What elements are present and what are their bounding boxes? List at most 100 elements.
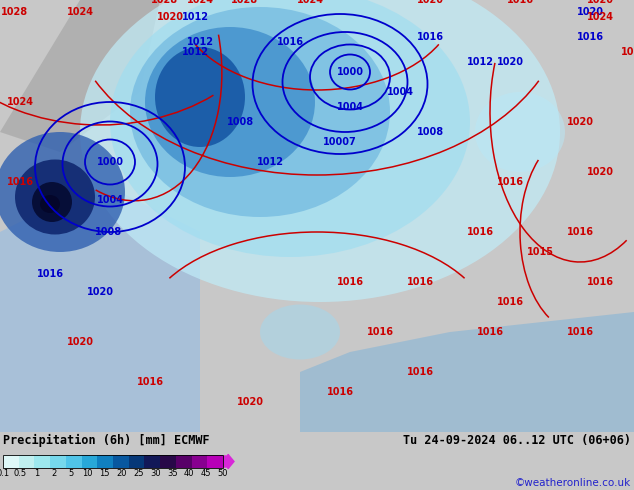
Text: 1012: 1012 (467, 57, 493, 67)
Text: 1016: 1016 (496, 297, 524, 307)
Text: 1024: 1024 (297, 0, 323, 5)
Text: 45: 45 (201, 469, 211, 478)
Bar (3, 455, 223, 468)
Ellipse shape (260, 304, 340, 360)
Text: 1016: 1016 (406, 367, 434, 377)
Text: 1016: 1016 (567, 327, 593, 337)
Text: 1016: 1016 (276, 37, 304, 47)
Text: 1008: 1008 (226, 117, 254, 127)
Text: 1012: 1012 (181, 12, 209, 22)
Text: 1024: 1024 (586, 12, 614, 22)
Text: 20: 20 (116, 469, 127, 478)
Text: 1020: 1020 (576, 7, 604, 17)
Text: 1016: 1016 (417, 32, 444, 42)
Ellipse shape (475, 92, 565, 172)
Text: 1016: 1016 (6, 177, 34, 187)
Text: 1016: 1016 (576, 32, 604, 42)
Bar (207, 455, 223, 468)
Bar (129, 455, 145, 468)
Text: 1: 1 (34, 469, 39, 478)
Text: 1020: 1020 (567, 117, 593, 127)
Bar (160, 455, 176, 468)
Text: 1016: 1016 (586, 277, 614, 287)
Text: Precipitation (6h) [mm] ECMWF: Precipitation (6h) [mm] ECMWF (3, 434, 210, 447)
Ellipse shape (32, 182, 72, 222)
Bar (82, 455, 97, 468)
Text: 15: 15 (100, 469, 110, 478)
Text: 35: 35 (167, 469, 178, 478)
Text: 10: 10 (82, 469, 93, 478)
Text: 2: 2 (51, 469, 56, 478)
Text: 5: 5 (68, 469, 74, 478)
Text: 1016: 1016 (567, 227, 593, 237)
Bar (145, 455, 160, 468)
Ellipse shape (145, 27, 315, 177)
Text: 50: 50 (217, 469, 228, 478)
Text: 1024: 1024 (186, 0, 214, 5)
Text: 1020: 1020 (417, 0, 444, 5)
Text: 40: 40 (184, 469, 195, 478)
Ellipse shape (80, 0, 560, 302)
Text: 1008: 1008 (94, 227, 122, 237)
Bar (50, 455, 66, 468)
Text: 1012: 1012 (186, 37, 214, 47)
Text: 1020: 1020 (236, 397, 264, 407)
Text: 1004: 1004 (387, 87, 413, 97)
Ellipse shape (110, 0, 470, 257)
Text: 1012: 1012 (257, 157, 283, 167)
Text: 1020: 1020 (586, 167, 614, 177)
Text: 1016: 1016 (477, 327, 503, 337)
Bar (191, 455, 207, 468)
Bar (34, 455, 50, 468)
Polygon shape (0, 182, 200, 432)
Text: 1028: 1028 (152, 0, 179, 5)
Text: 30: 30 (150, 469, 160, 478)
Ellipse shape (130, 7, 390, 217)
Text: 1016: 1016 (366, 327, 394, 337)
FancyArrow shape (224, 454, 234, 468)
Text: 1012: 1012 (181, 47, 209, 57)
Text: 1004: 1004 (337, 102, 363, 112)
Polygon shape (0, 0, 160, 152)
Text: 0.1: 0.1 (0, 469, 10, 478)
Ellipse shape (40, 195, 60, 213)
Text: 1016: 1016 (467, 227, 493, 237)
Ellipse shape (155, 47, 245, 147)
Text: 1016: 1016 (406, 277, 434, 287)
Text: Tu 24-09-2024 06..12 UTC (06+06): Tu 24-09-2024 06..12 UTC (06+06) (403, 434, 631, 447)
Bar (19, 455, 34, 468)
Ellipse shape (15, 160, 95, 235)
Text: 1008: 1008 (417, 127, 444, 137)
Text: 1024: 1024 (67, 7, 93, 17)
Ellipse shape (0, 132, 125, 252)
Text: ©weatheronline.co.uk: ©weatheronline.co.uk (515, 478, 631, 488)
Bar (66, 455, 82, 468)
Text: 1015: 1015 (526, 247, 553, 257)
Text: 1028: 1028 (231, 0, 259, 5)
Polygon shape (300, 312, 634, 432)
Text: 1020: 1020 (496, 57, 524, 67)
Bar (176, 455, 191, 468)
Text: 10007: 10007 (323, 137, 357, 147)
Text: 0.5: 0.5 (13, 469, 27, 478)
Text: 1020: 1020 (586, 0, 614, 5)
Text: 1000: 1000 (337, 67, 363, 77)
Text: 1020: 1020 (67, 337, 93, 347)
Text: 1016: 1016 (136, 377, 164, 387)
Text: 1016: 1016 (496, 177, 524, 187)
Text: 1000: 1000 (96, 157, 124, 167)
Text: 1016: 1016 (621, 47, 634, 57)
Bar (113, 455, 129, 468)
Text: 1016: 1016 (37, 269, 63, 279)
Text: 1020: 1020 (86, 287, 113, 297)
Text: 1024: 1024 (6, 97, 34, 107)
Text: 25: 25 (133, 469, 144, 478)
Text: 1020: 1020 (157, 12, 183, 22)
Bar (97, 455, 113, 468)
Text: 1004: 1004 (96, 195, 124, 205)
Bar (3, 455, 19, 468)
Text: 1016: 1016 (337, 277, 363, 287)
Text: 1016: 1016 (507, 0, 533, 5)
Text: 1028: 1028 (1, 7, 29, 17)
Text: 1016: 1016 (327, 387, 354, 397)
